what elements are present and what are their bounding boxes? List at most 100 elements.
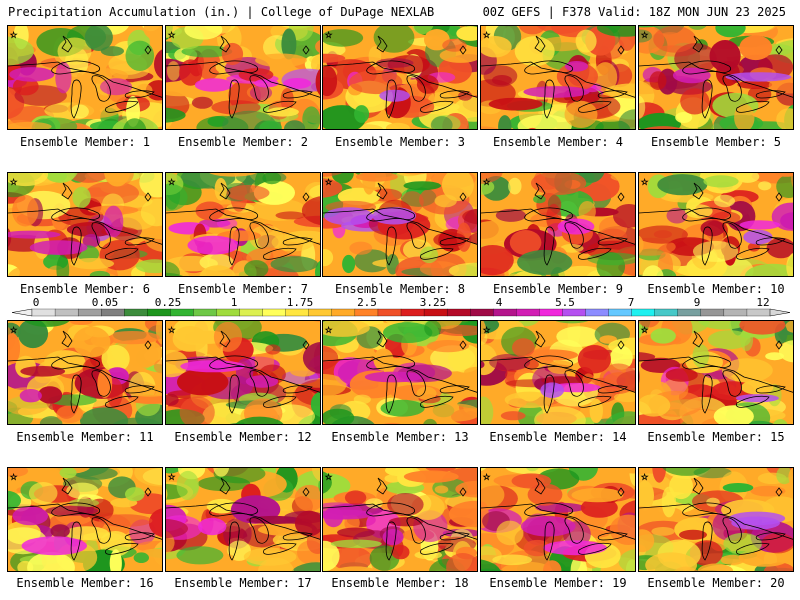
colorbar-tick-label: 4 (496, 296, 503, 309)
colorbar-swatch (31, 308, 56, 317)
great-lakes-outline: ☆ (639, 469, 793, 561)
great-lakes-outline: ☆ (481, 469, 635, 561)
ensemble-member-map: ☆ (480, 467, 636, 572)
svg-text:☆: ☆ (325, 469, 332, 483)
colorbar-tick-label: 1.75 (287, 296, 314, 309)
ensemble-member-map: ☆ (480, 25, 636, 130)
great-lakes-outline: ☆ (639, 174, 793, 266)
colorbar-swatch (124, 308, 148, 317)
colorbar-swatch (147, 308, 171, 317)
ensemble-member-map: ☆ (165, 320, 321, 425)
svg-text:☆: ☆ (641, 27, 648, 41)
ensemble-member-caption: Ensemble Member: 3 (334, 135, 466, 149)
colorbar-min-arrow (11, 308, 33, 317)
great-lakes-outline: ☆ (323, 174, 477, 266)
colorbar-swatch (170, 308, 194, 317)
ensemble-member-caption: Ensemble Member: 19 (489, 576, 627, 590)
ensemble-member-caption: Ensemble Member: 7 (177, 282, 309, 296)
ensemble-member-caption: Ensemble Member: 14 (489, 430, 627, 444)
colorbar-max-arrow (769, 308, 791, 317)
ensemble-member-caption: Ensemble Member: 2 (177, 135, 309, 149)
colorbar-swatch (700, 308, 725, 317)
colorbar-tick-label: 0.25 (155, 296, 182, 309)
colorbar-tick-label: 3.25 (420, 296, 447, 309)
ensemble-member-map: ☆ (7, 320, 163, 425)
ensemble-member-map: ☆ (638, 467, 794, 572)
colorbar-swatch (746, 308, 771, 317)
svg-text:☆: ☆ (483, 174, 490, 188)
svg-text:☆: ☆ (641, 469, 648, 483)
ensemble-member-caption: Ensemble Member: 18 (331, 576, 469, 590)
colorbar-tick-label: 5.5 (555, 296, 575, 309)
svg-text:☆: ☆ (325, 174, 332, 188)
great-lakes-outline: ☆ (8, 322, 162, 414)
great-lakes-outline: ☆ (166, 469, 320, 561)
svg-text:☆: ☆ (168, 174, 175, 188)
ensemble-member-map: ☆ (638, 25, 794, 130)
ensemble-member-map: ☆ (7, 25, 163, 130)
ensemble-member-map: ☆ (638, 320, 794, 425)
ensemble-member-caption: Ensemble Member: 9 (492, 282, 624, 296)
svg-text:☆: ☆ (483, 27, 490, 41)
colorbar-tick-label: 7 (628, 296, 635, 309)
ensemble-member-caption: Ensemble Member: 20 (647, 576, 785, 590)
ensemble-member-caption: Ensemble Member: 5 (650, 135, 782, 149)
great-lakes-outline: ☆ (481, 27, 635, 119)
ensemble-member-caption: Ensemble Member: 11 (16, 430, 154, 444)
ensemble-member-caption: Ensemble Member: 10 (647, 282, 785, 296)
ensemble-member-caption: Ensemble Member: 4 (492, 135, 624, 149)
ensemble-member-map: ☆ (480, 172, 636, 277)
great-lakes-outline: ☆ (323, 469, 477, 561)
svg-text:☆: ☆ (641, 174, 648, 188)
ensemble-member-map: ☆ (7, 467, 163, 572)
ensemble-member-caption: Ensemble Member: 13 (331, 430, 469, 444)
ensemble-member-map: ☆ (165, 25, 321, 130)
svg-text:☆: ☆ (10, 469, 17, 483)
ensemble-member-caption: Ensemble Member: 6 (19, 282, 151, 296)
model-run-info: 00Z GEFS | F378 Valid: 18Z MON JUN 23 20… (482, 5, 786, 19)
colorbar-swatch (423, 308, 448, 317)
colorbar-swatch (516, 308, 540, 317)
colorbar-tick-label: 0.05 (92, 296, 119, 309)
colorbar-swatch (608, 308, 633, 317)
colorbar-swatch (400, 308, 425, 317)
precipitation-colorbar: 0 0.05 0.25 1 1.75 2.5 3.25 4 5.5 7 9 12 (11, 296, 791, 317)
colorbar-swatch (239, 308, 264, 317)
great-lakes-outline: ☆ (166, 27, 320, 119)
svg-text:☆: ☆ (168, 469, 175, 483)
colorbar-tick-label: 0 (33, 296, 40, 309)
ensemble-member-map: ☆ (322, 172, 478, 277)
ensemble-member-caption: Ensemble Member: 16 (16, 576, 154, 590)
ensemble-member-caption: Ensemble Member: 15 (647, 430, 785, 444)
colorbar-swatch (262, 308, 287, 317)
svg-text:☆: ☆ (483, 469, 490, 483)
ensemble-member-map: ☆ (638, 172, 794, 277)
ensemble-member-caption: Ensemble Member: 17 (174, 576, 312, 590)
colorbar-swatch (77, 308, 102, 317)
colorbar-swatch (193, 308, 217, 317)
colorbar-tick-label: 12 (756, 296, 769, 309)
ensemble-member-map: ☆ (480, 320, 636, 425)
ensemble-member-map: ☆ (322, 320, 478, 425)
colorbar-swatch (446, 308, 471, 317)
colorbar-swatch (54, 308, 79, 317)
great-lakes-outline: ☆ (8, 469, 162, 561)
ensemble-member-map: ☆ (322, 25, 478, 130)
colorbar-swatch (723, 308, 748, 317)
great-lakes-outline: ☆ (481, 322, 635, 414)
ensemble-member-map: ☆ (7, 172, 163, 277)
colorbar-swatch (308, 308, 333, 317)
colorbar-swatch (101, 308, 125, 317)
svg-text:☆: ☆ (168, 322, 175, 336)
svg-text:☆: ☆ (325, 322, 332, 336)
map-title: Precipitation Accumulation (in.) | Colle… (8, 5, 435, 19)
colorbar-tick-label: 1 (231, 296, 238, 309)
colorbar-swatch (539, 308, 563, 317)
great-lakes-outline: ☆ (323, 27, 477, 119)
ensemble-member-map: ☆ (165, 467, 321, 572)
great-lakes-outline: ☆ (8, 27, 162, 119)
colorbar-swatch (377, 308, 402, 317)
ensemble-member-map: ☆ (165, 172, 321, 277)
colorbar-swatch (331, 308, 356, 317)
colorbar-swatch (631, 308, 656, 317)
